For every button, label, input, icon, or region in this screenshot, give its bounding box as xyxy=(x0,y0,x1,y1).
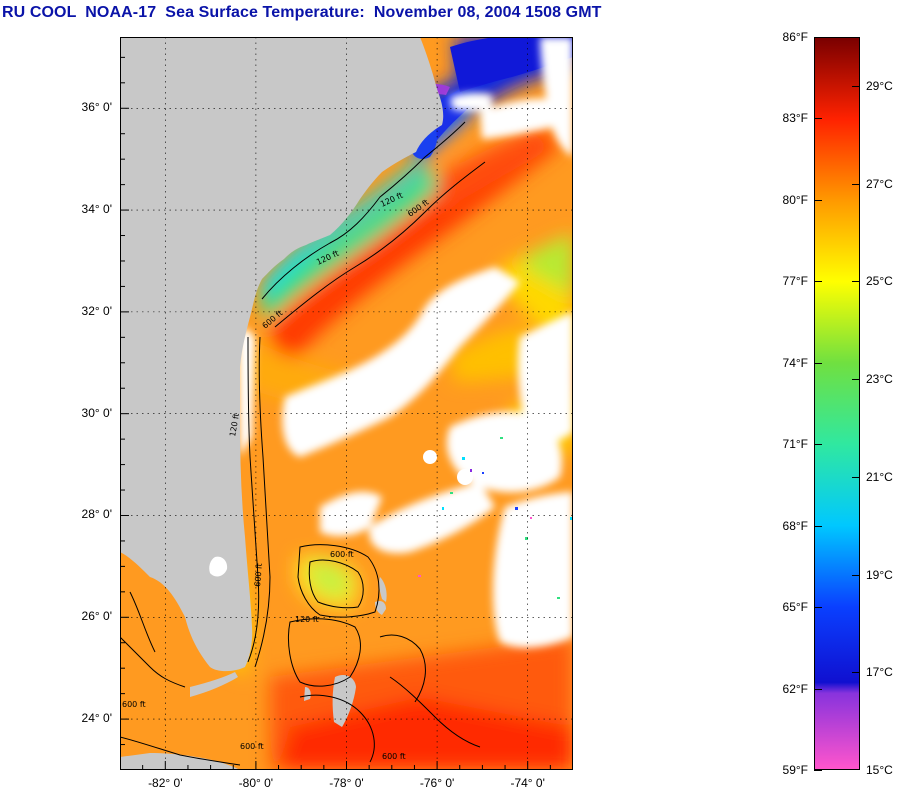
gulf-water-white xyxy=(120,753,240,770)
contour-label-600-f: 600 ft xyxy=(240,742,264,751)
celsius-tick-5 xyxy=(852,574,860,576)
fahrenheit-tick-5 xyxy=(814,444,822,446)
fahrenheit-tick-8 xyxy=(814,688,822,690)
lat-label-1: 34° 0' xyxy=(81,202,112,217)
lon-label-1: -80° 0' xyxy=(238,776,274,790)
fahrenheit-label-8: 62°F xyxy=(782,681,808,696)
contour-label-600-e: 600 ft xyxy=(122,700,146,709)
celsius-label-5: 19°C xyxy=(866,567,893,582)
contour-label-600-d: 600 ft xyxy=(330,550,354,559)
fahrenheit-tick-1 xyxy=(814,118,822,120)
lat-label-3: 30° 0' xyxy=(81,405,112,420)
celsius-label-7: 15°C xyxy=(866,763,893,777)
chart-title: RU COOL NOAA-17 Sea Surface Temperature:… xyxy=(2,4,602,21)
fahrenheit-label-6: 68°F xyxy=(782,518,808,533)
fahrenheit-label-4: 74°F xyxy=(782,355,808,370)
sst-map: 120 ft 600 ft 120 ft 600 ft 120 ft 600 f… xyxy=(120,37,573,770)
lon-label-0: -82° 0' xyxy=(148,776,183,790)
fahrenheit-label-9: 59°F xyxy=(782,763,808,777)
fahrenheit-label-2: 80°F xyxy=(782,192,808,207)
grid-lines xyxy=(120,37,573,770)
cloud-cover xyxy=(238,37,573,648)
contour-label-120-c: 120 ft xyxy=(228,413,241,438)
fahrenheit-tick-3 xyxy=(814,281,822,283)
contour-label-600-g: 600 ft xyxy=(382,752,406,761)
celsius-tick-1 xyxy=(852,183,860,185)
celsius-tick-2 xyxy=(852,281,860,283)
lat-label-0: 36° 0' xyxy=(81,100,112,115)
celsius-label-2: 25°C xyxy=(866,274,893,289)
fahrenheit-tick-2 xyxy=(814,199,822,201)
fahrenheit-label-7: 65°F xyxy=(782,600,808,615)
lake-okeechobee xyxy=(209,556,228,577)
celsius-label-0: 29°C xyxy=(866,78,893,93)
contour-label-600-c: 600 ft xyxy=(253,563,264,587)
land-mainland xyxy=(120,37,444,672)
land-keys xyxy=(190,672,238,697)
fahrenheit-tick-6 xyxy=(814,525,822,527)
fahrenheit-label-3: 77°F xyxy=(782,274,808,289)
fahrenheit-tick-0 xyxy=(814,37,822,38)
celsius-tick-6 xyxy=(852,672,860,674)
map-frame xyxy=(120,37,573,770)
fahrenheit-tick-7 xyxy=(814,607,822,609)
lon-label-2: -78° 0' xyxy=(329,776,364,790)
fahrenheit-label-0: 86°F xyxy=(782,30,808,44)
cloud-edge-speckles xyxy=(418,437,572,599)
bathymetry-contours xyxy=(120,121,486,766)
fahrenheit-label-1: 83°F xyxy=(782,111,808,126)
celsius-label-6: 17°C xyxy=(866,665,893,680)
temperature-colorbar xyxy=(814,37,860,770)
celsius-label-3: 23°C xyxy=(866,372,893,387)
celsius-tick-3 xyxy=(852,379,860,381)
map-canvas: 120 ft 600 ft 120 ft 600 ft 120 ft 600 f… xyxy=(120,37,573,770)
celsius-label-1: 27°C xyxy=(866,176,893,191)
fahrenheit-tick-4 xyxy=(814,362,822,364)
lat-label-6: 24° 0' xyxy=(81,711,112,726)
fahrenheit-tick-9 xyxy=(814,770,822,771)
lon-label-4: -74° 0' xyxy=(510,776,545,790)
lat-label-4: 28° 0' xyxy=(81,507,112,522)
lat-label-2: 32° 0' xyxy=(81,303,112,318)
celsius-label-4: 21°C xyxy=(866,469,893,484)
fahrenheit-label-5: 71°F xyxy=(782,437,808,452)
lon-label-3: -76° 0' xyxy=(419,776,455,790)
celsius-tick-0 xyxy=(852,85,860,87)
lat-label-5: 26° 0' xyxy=(81,609,112,624)
celsius-tick-4 xyxy=(852,476,860,478)
contour-label-120-d: 120 ft xyxy=(295,615,319,624)
